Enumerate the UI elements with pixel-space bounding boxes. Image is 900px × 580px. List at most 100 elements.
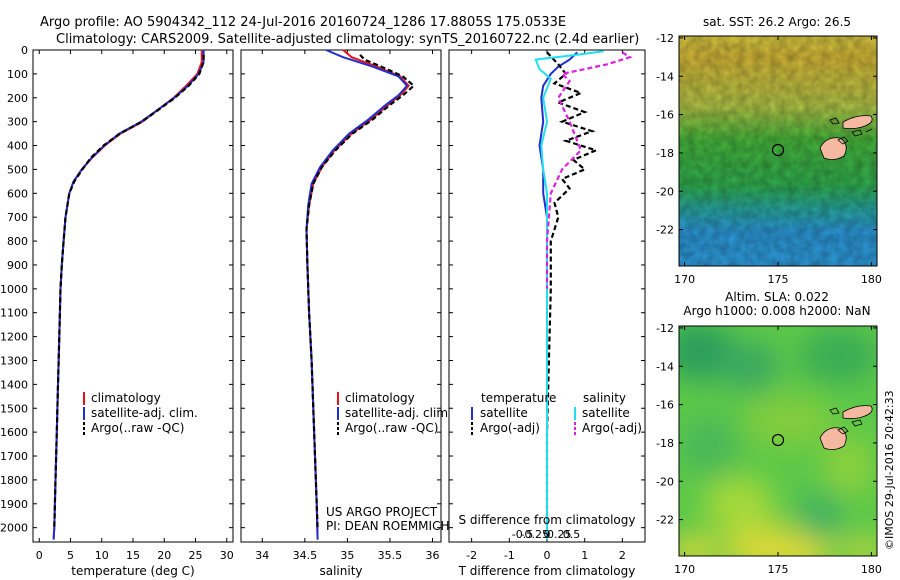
sla-heatmap (679, 326, 877, 556)
sla-map-title-1: Altim. SLA: 0.022 (725, 290, 829, 304)
island-viti-levu (819, 427, 847, 450)
series-line-argo-raw-qc- (53, 54, 205, 528)
depth-axis: 0 100 200 300 400 500 600 700 800 900 1000 1100 1200… (0, 44, 37, 535)
sla-map-axes: 170 175 180 -12 -14 -16 -18 -20 -22 (656, 322, 882, 576)
depth-tick-label: 500 (7, 163, 28, 176)
reef-outlines (829, 407, 863, 435)
s-tick-label: -0.25 (521, 528, 549, 541)
map-x-tick-label: 170 (674, 273, 695, 286)
x-tick-label: 2 (619, 549, 626, 562)
map-x-tick-label: 170 (674, 563, 695, 576)
salinity-panel: 34 34.5 35 35.5 36 salinity climatology sate… (240, 49, 452, 578)
legend-title-salinity: salinity (583, 391, 626, 405)
difference-x-axis: -2 -1 0 1 2 (449, 49, 645, 562)
map-y-tick-label: -12 (656, 322, 674, 335)
sst-land (819, 115, 873, 160)
legend-label-argo: Argo(..raw -QC) (345, 421, 438, 435)
legend-label-sal-satellite: satellite (582, 406, 630, 420)
sst-map-title: sat. SST: 26.2 Argo: 26.5 (703, 15, 851, 29)
depth-tick-label: 600 (7, 187, 28, 200)
sla-map-title-2: Argo h1000: 0.008 h2000: NaN (683, 304, 870, 318)
map-y-tick-label: -18 (656, 147, 674, 160)
map-y-tick-label: -16 (656, 109, 674, 122)
island-vanua-levu (842, 115, 873, 130)
legend-label-argo: Argo(..raw -QC) (91, 421, 184, 435)
sst-texture (679, 36, 877, 266)
depth-tick-label: 200 (7, 92, 28, 105)
x-tick-label: 5 (67, 549, 74, 562)
map-y-tick-label: -18 (656, 437, 674, 450)
legend-label-temp-argo: Argo(-adj) (480, 421, 540, 435)
argo-location-marker (771, 433, 785, 447)
x-tick-label: 34 (255, 549, 269, 562)
island-vanua-levu (842, 405, 873, 420)
depth-tick-label: 1800 (0, 474, 28, 487)
salinity-legend: climatology satellite-adj. clim. Argo(..… (337, 391, 452, 435)
t-difference-xlabel: T difference from climatology (458, 564, 636, 578)
depth-tick-label: 300 (7, 116, 28, 129)
x-tick-label: 1 (581, 549, 588, 562)
x-tick-label: 0 (36, 549, 43, 562)
temperature-axes-frame (32, 49, 234, 543)
map-y-tick-label: -12 (656, 32, 674, 45)
project-credit: US ARGO PROJECT (326, 505, 438, 519)
x-tick-label: 15 (126, 549, 140, 562)
legend-label-climatology: climatology (345, 391, 415, 405)
x-tick-label: 25 (189, 549, 203, 562)
legend-label-temp-satellite: satellite (480, 406, 528, 420)
map-y-tick-label: -16 (656, 399, 674, 412)
map-y-tick-label: -14 (656, 360, 674, 373)
series-line-satellite-adj-clim- (305, 49, 409, 540)
depth-tick-label: 1900 (0, 498, 28, 511)
temperature-series (52, 50, 205, 540)
salinity-axes-frame (240, 49, 442, 543)
s-tick-label: 0.5 (563, 528, 581, 541)
x-tick-label: 34.5 (293, 549, 318, 562)
depth-tick-label: 800 (7, 235, 28, 248)
salinity-x-axis: 34 34.5 35 35.5 36 (241, 49, 441, 562)
sla-map-panel: Altim. SLA: 0.022 Argo h1000: 0.008 h200… (656, 290, 882, 576)
island-viti-levu (819, 137, 847, 160)
x-tick-label: -2 (466, 549, 477, 562)
x-tick-label: 36 (425, 549, 439, 562)
legend-label-climatology: climatology (91, 391, 161, 405)
sst-map-axes: 170 175 180 -12 -14 -16 -18 -20 -22 (656, 32, 882, 286)
s-difference-label: S difference from climatology (459, 513, 636, 527)
x-tick-label: 20 (157, 549, 171, 562)
temperature-legend: climatology satellite-adj. clim. Argo(..… (83, 391, 198, 435)
sla-land (819, 405, 873, 450)
series-line-salinity-satellite (534, 50, 604, 540)
temperature-x-axis: 0 5 10 15 20 25 30 (36, 49, 234, 562)
pi-credit: PI: DEAN ROEMMICH (326, 519, 449, 533)
s-tick-label: -0.5 (512, 528, 533, 541)
x-tick-label: 30 (220, 549, 234, 562)
depth-tick-label: 1700 (0, 450, 28, 463)
depth-tick-label: 1100 (0, 307, 28, 320)
map-x-tick-label: 175 (768, 563, 789, 576)
series-line-salinity-argo-adj- (545, 51, 633, 289)
difference-panel: -2 -1 0 1 2 T difference from climatology S … (448, 49, 646, 578)
series-line-temperature-argo-adj- (545, 51, 600, 528)
x-tick-label: 0 (544, 549, 551, 562)
header-line-2: Climatology: CARS2009. Satellite-adjuste… (56, 32, 639, 47)
sst-map-panel: sat. SST: 26.2 Argo: 26.5 (656, 15, 882, 286)
x-tick-label: -1 (504, 549, 515, 562)
depth-tick-label: 1000 (0, 283, 28, 296)
sst-heatmap (679, 36, 877, 266)
depth-tick-label: 1500 (0, 402, 28, 415)
depth-tick-label: 1200 (0, 331, 28, 344)
map-x-tick-label: 180 (861, 563, 882, 576)
legend-title-temperature: temperature (481, 391, 556, 405)
depth-tick-label: 2000 (0, 522, 28, 535)
x-tick-label: 35 (340, 549, 354, 562)
argo-location-marker (771, 143, 785, 157)
temperature-xlabel: temperature (deg C) (71, 564, 194, 578)
series-line-argo-raw-qc- (305, 54, 416, 528)
depth-tick-label: 1300 (0, 354, 28, 367)
map-y-tick-label: -14 (656, 70, 674, 83)
map-y-tick-label: -22 (656, 224, 674, 237)
legend-label-satellite: satellite-adj. clim. (91, 406, 198, 420)
depth-tick-label: 100 (7, 68, 28, 81)
